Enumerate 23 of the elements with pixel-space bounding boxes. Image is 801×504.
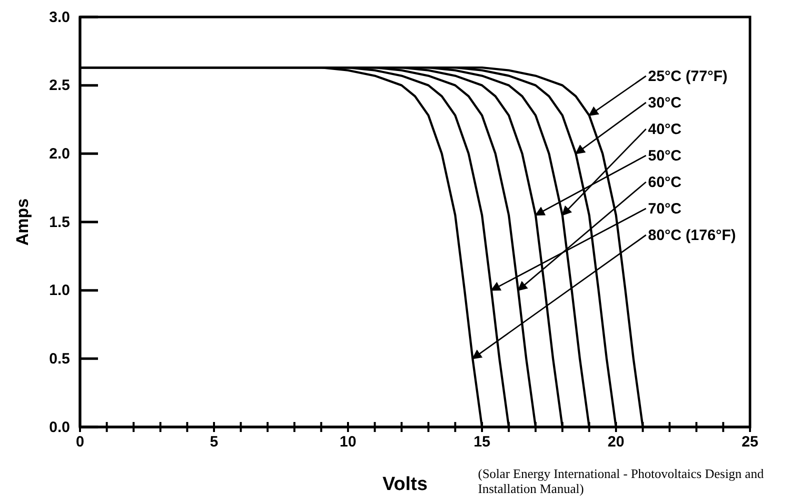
x-tick-label: 5 [210, 434, 218, 450]
y-tick-label: 2.0 [49, 145, 70, 162]
y-tick-label: 1.0 [49, 282, 70, 300]
annotation: 30°C [648, 94, 682, 112]
annotation: 25°C (77°F) [648, 68, 728, 85]
y-tick-label: 0.5 [49, 350, 70, 368]
annotation: 40°C [648, 121, 682, 138]
x-tick-label: 15 [474, 434, 490, 450]
annotation: 50°C [648, 148, 682, 164]
x-tick-label: 20 [608, 434, 624, 450]
x-tick-label: 0 [76, 434, 84, 450]
y-tick-label: 3.0 [49, 8, 70, 26]
x-tick-label: 10 [340, 434, 356, 450]
text: (Solar Energy International - Photovoltaics Design and Installation Manual) [478, 466, 764, 496]
annotation: 70°C [648, 200, 682, 218]
y-tick-label: 0.0 [49, 418, 70, 436]
x-tick-label: 25 [742, 434, 758, 450]
annotation: 60°C [648, 174, 682, 191]
y-tick-label: 2.5 [49, 77, 70, 94]
annotation: 80°C (176°F) [648, 227, 736, 244]
y-tick-label: 1.5 [49, 214, 70, 231]
x-axis-title: Volts [382, 474, 428, 495]
y-axis-title: Amps [13, 198, 32, 246]
